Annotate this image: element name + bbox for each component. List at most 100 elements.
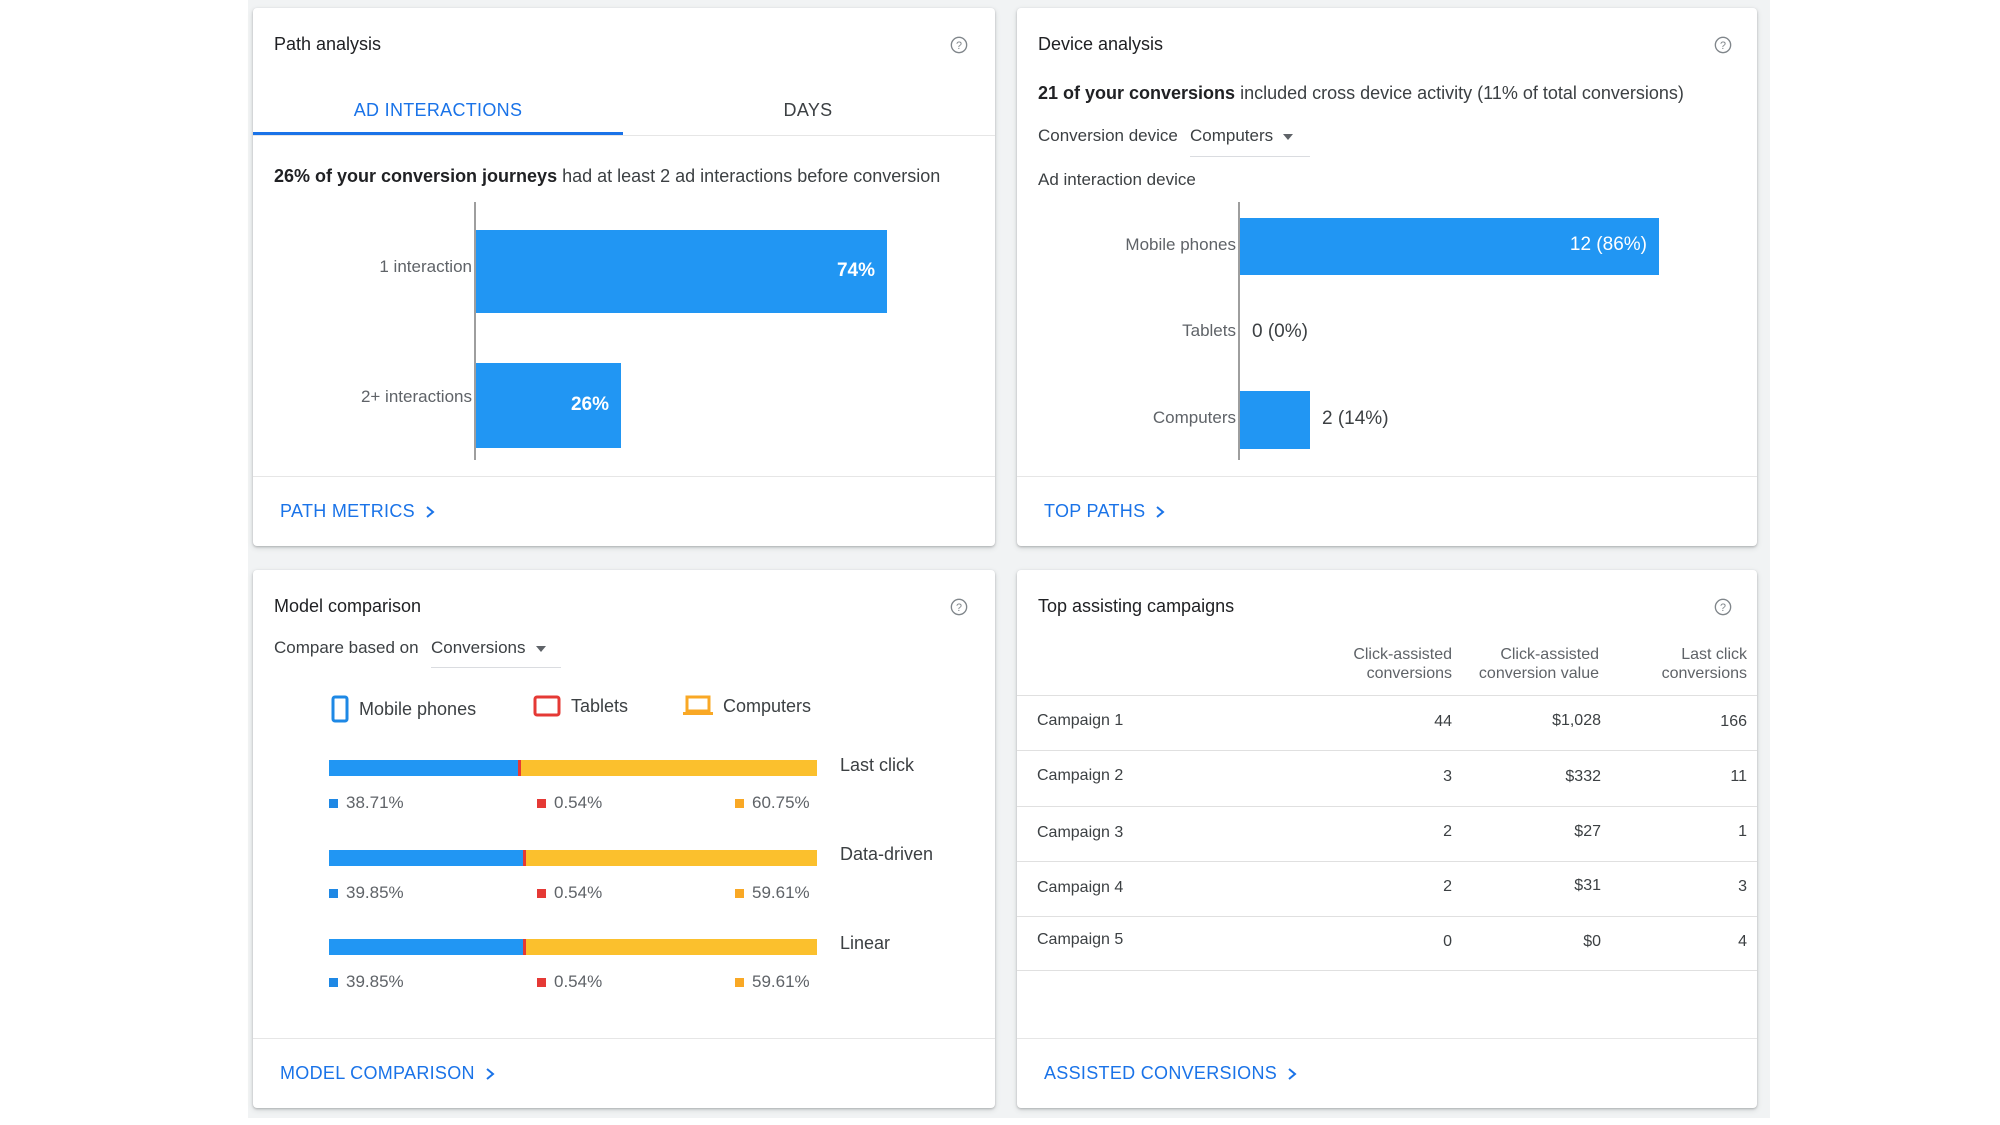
column-header[interactable]: Last click conversions <box>1661 646 1747 682</box>
category-label: Computers <box>1152 408 1236 427</box>
footer-divider <box>1017 476 1757 477</box>
series-percentage: 0.54% <box>537 972 602 992</box>
dropdown-underline <box>1190 156 1310 157</box>
row-divider <box>1017 861 1757 862</box>
header-divider <box>1017 695 1757 696</box>
compare-metric-dropdown[interactable]: Conversions <box>431 638 546 658</box>
stacked-bar-segment[interactable] <box>518 760 521 776</box>
legend-square-icon <box>537 798 546 808</box>
ad-interaction-device-label: Ad interaction device <box>1038 170 1196 189</box>
tab-divider <box>253 135 995 136</box>
cell-click-assisted-conversions: 0 <box>1443 933 1452 950</box>
bar-value-label: 12 (86%) <box>1569 234 1647 255</box>
conversion-device-dropdown[interactable]: Computers <box>1190 126 1294 146</box>
series-percentage: 39.85% <box>329 883 404 903</box>
help-circle-icon[interactable]: ? <box>950 36 968 54</box>
cell-click-assisted-conversions: 2 <box>1443 878 1452 895</box>
stacked-bar-segment[interactable] <box>329 939 523 955</box>
stacked-bar-segment[interactable] <box>526 939 817 955</box>
category-label: 1 interaction <box>379 257 472 276</box>
laptop-icon <box>683 695 713 715</box>
chevron-right-icon <box>426 505 435 518</box>
active-tab-indicator <box>253 132 623 135</box>
series-percentage: 59.61% <box>735 972 810 992</box>
footer-divider <box>253 476 995 477</box>
cell-click-assisted-conversions: 44 <box>1434 713 1452 730</box>
legend-square-icon <box>537 977 546 987</box>
series-percentage: 38.71% <box>329 793 404 813</box>
path-analysis-card: Path analysis ? AD INTERACTIONS DAYS 26%… <box>253 8 995 546</box>
series-percentage: 0.54% <box>537 883 602 903</box>
chevron-right-icon <box>1288 1067 1297 1080</box>
series-percentage: 60.75% <box>735 793 810 813</box>
stacked-bar-segment[interactable] <box>526 850 817 866</box>
chevron-down-icon <box>1283 133 1294 140</box>
help-circle-icon[interactable]: ? <box>1714 598 1732 616</box>
bar[interactable] <box>476 230 887 313</box>
stacked-bar-segment[interactable] <box>521 760 817 776</box>
legend-square-icon <box>735 888 744 898</box>
category-label: Tablets <box>1182 321 1236 340</box>
cell-click-assisted-conversions: 3 <box>1443 768 1452 785</box>
campaign-name[interactable]: Campaign 3 <box>1037 824 1124 841</box>
compare-based-on-label: Compare based on <box>274 638 419 657</box>
device-analysis-card: Device analysis ? 21 of your conversions… <box>1017 8 1757 546</box>
tab-days[interactable]: DAYS <box>783 100 833 120</box>
card-title: Model comparison <box>274 596 422 616</box>
bar-value-label: 74% <box>836 259 875 281</box>
cell-conversion-value: $27 <box>1574 823 1601 840</box>
cell-last-click-conversions: 166 <box>1720 713 1747 730</box>
tablet-icon <box>533 695 561 717</box>
tab-ad-interactions[interactable]: AD INTERACTIONS <box>353 100 523 120</box>
top-assisting-campaigns-card: Top assisting campaigns ? Click-assisted… <box>1017 570 1757 1108</box>
bar[interactable] <box>1240 391 1310 449</box>
model-label: Linear <box>840 933 891 953</box>
help-circle-icon[interactable]: ? <box>1714 36 1732 54</box>
legend-square-icon <box>537 888 546 898</box>
cell-click-assisted-conversions: 2 <box>1443 823 1452 840</box>
stacked-bar-segment[interactable] <box>523 939 526 955</box>
svg-text:?: ? <box>1720 40 1726 52</box>
bar-value-label: 26% <box>570 393 609 415</box>
cell-last-click-conversions: 4 <box>1738 933 1747 950</box>
column-header[interactable]: Click-assisted conversion value <box>1478 646 1599 682</box>
bar[interactable] <box>476 363 621 448</box>
top-paths-link[interactable]: TOP PATHS <box>1044 501 1167 522</box>
campaign-name[interactable]: Campaign 4 <box>1037 879 1124 896</box>
campaign-name[interactable]: Campaign 2 <box>1037 767 1124 784</box>
series-percentage: 0.54% <box>537 793 602 813</box>
legend-square-icon <box>329 977 338 987</box>
row-divider <box>1017 970 1757 971</box>
cell-conversion-value: $31 <box>1574 877 1601 894</box>
series-percentage: 39.85% <box>329 972 404 992</box>
campaign-name[interactable]: Campaign 1 <box>1037 712 1124 729</box>
help-circle-icon[interactable]: ? <box>950 598 968 616</box>
legend-square-icon <box>329 798 338 808</box>
stacked-bar-segment[interactable] <box>329 850 523 866</box>
bar-value-label: 2 (14%) <box>1322 408 1389 429</box>
mobile-phone-icon <box>331 695 349 723</box>
bar[interactable] <box>1240 218 1659 275</box>
stacked-bar-segment[interactable] <box>329 760 518 776</box>
assisted-conversions-link[interactable]: ASSISTED CONVERSIONS <box>1044 1063 1299 1084</box>
path-metrics-link[interactable]: PATH METRICS <box>280 501 437 522</box>
row-divider <box>1017 806 1757 807</box>
cell-conversion-value: $1,028 <box>1552 712 1601 729</box>
legend-computers: Computers <box>683 695 811 717</box>
chevron-down-icon <box>535 645 546 652</box>
svg-text:?: ? <box>956 40 962 52</box>
model-comparison-link[interactable]: MODEL COMPARISON <box>280 1063 497 1084</box>
card-title: Top assisting campaigns <box>1038 596 1235 616</box>
column-header[interactable]: Click-assisted conversions <box>1353 646 1452 682</box>
legend-square-icon <box>329 888 338 898</box>
stacked-bar-segment[interactable] <box>523 850 526 866</box>
campaign-name[interactable]: Campaign 5 <box>1037 931 1124 948</box>
chevron-right-icon <box>1156 505 1165 518</box>
chart-axis <box>1238 202 1240 460</box>
cell-conversion-value: $332 <box>1565 768 1601 785</box>
model-label: Last click <box>840 755 915 775</box>
category-label: Mobile phones <box>1125 235 1236 254</box>
card-title: Path analysis <box>274 34 382 54</box>
legend-mobile-phones: Mobile phones <box>331 695 476 723</box>
svg-text:?: ? <box>956 602 962 614</box>
